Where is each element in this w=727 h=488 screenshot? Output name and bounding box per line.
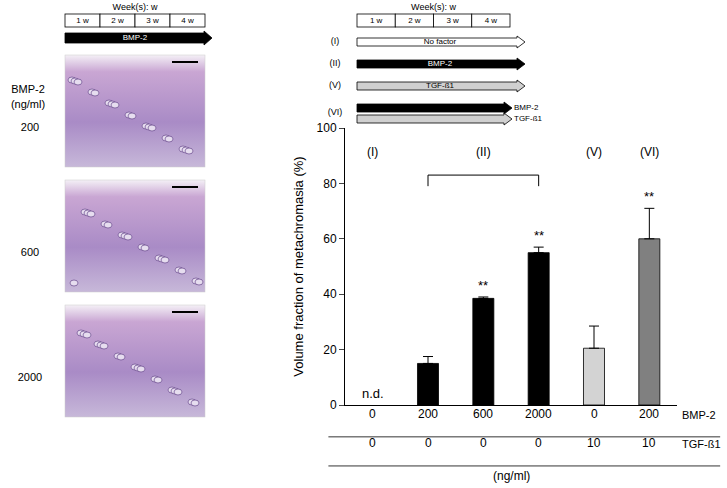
svg-text:Week(s): w: Week(s): w xyxy=(113,2,158,12)
svg-text:**: ** xyxy=(534,228,544,243)
svg-text:BMP-2: BMP-2 xyxy=(11,83,45,95)
svg-text:200: 200 xyxy=(639,407,659,421)
svg-text:BMP-2: BMP-2 xyxy=(123,33,148,42)
svg-text:(ng/ml): (ng/ml) xyxy=(493,469,530,483)
svg-text:**: ** xyxy=(478,278,488,293)
svg-text:(V): (V) xyxy=(329,80,341,90)
svg-text:**: ** xyxy=(644,189,654,204)
svg-text:4 w: 4 w xyxy=(181,16,194,25)
svg-text:20: 20 xyxy=(323,343,337,357)
svg-text:0: 0 xyxy=(591,407,598,421)
svg-text:(VI): (VI) xyxy=(328,107,343,117)
svg-text:40: 40 xyxy=(323,287,337,301)
svg-text:No factor: No factor xyxy=(424,37,457,46)
svg-text:10: 10 xyxy=(587,436,601,450)
svg-text:60: 60 xyxy=(323,232,337,246)
svg-text:1 w: 1 w xyxy=(76,16,89,25)
svg-text:2 w: 2 w xyxy=(111,16,124,25)
svg-text:2000: 2000 xyxy=(525,407,552,421)
svg-text:(V): (V) xyxy=(586,145,602,159)
svg-text:TGF-ß1: TGF-ß1 xyxy=(514,114,543,123)
svg-text:(I): (I) xyxy=(331,36,340,46)
svg-text:600: 600 xyxy=(473,407,493,421)
svg-text:n.d.: n.d. xyxy=(362,386,384,401)
svg-text:BMP-2: BMP-2 xyxy=(682,409,716,421)
svg-text:BMP-2: BMP-2 xyxy=(428,59,453,68)
svg-text:(II): (II) xyxy=(476,145,491,159)
svg-text:2000: 2000 xyxy=(18,371,42,383)
svg-text:Volume fraction of metachromas: Volume fraction of metachromasia (%) xyxy=(291,156,306,376)
svg-text:0: 0 xyxy=(369,407,376,421)
svg-text:(II): (II) xyxy=(330,58,341,68)
svg-text:(VI): (VI) xyxy=(640,145,659,159)
svg-text:(I): (I) xyxy=(367,145,378,159)
svg-text:BMP-2: BMP-2 xyxy=(514,103,539,112)
svg-text:3 w: 3 w xyxy=(446,16,459,25)
svg-text:4 w: 4 w xyxy=(485,16,498,25)
svg-text:200: 200 xyxy=(418,407,438,421)
svg-text:0: 0 xyxy=(480,436,487,450)
svg-text:0: 0 xyxy=(535,436,542,450)
svg-text:0: 0 xyxy=(369,436,376,450)
svg-text:1 w: 1 w xyxy=(370,16,383,25)
svg-text:TGF-ß1: TGF-ß1 xyxy=(426,81,455,90)
svg-text:10: 10 xyxy=(642,436,656,450)
svg-text:2 w: 2 w xyxy=(408,16,421,25)
svg-text:100: 100 xyxy=(317,121,337,135)
svg-text:Week(s): w: Week(s): w xyxy=(411,2,456,12)
svg-text:(ng/ml): (ng/ml) xyxy=(11,98,45,110)
svg-text:80: 80 xyxy=(323,177,337,191)
svg-text:600: 600 xyxy=(21,246,39,258)
svg-text:3 w: 3 w xyxy=(146,16,159,25)
svg-text:TGF-ß1: TGF-ß1 xyxy=(682,438,721,450)
svg-text:0: 0 xyxy=(330,398,337,412)
svg-text:0: 0 xyxy=(425,436,432,450)
svg-text:200: 200 xyxy=(21,121,39,133)
